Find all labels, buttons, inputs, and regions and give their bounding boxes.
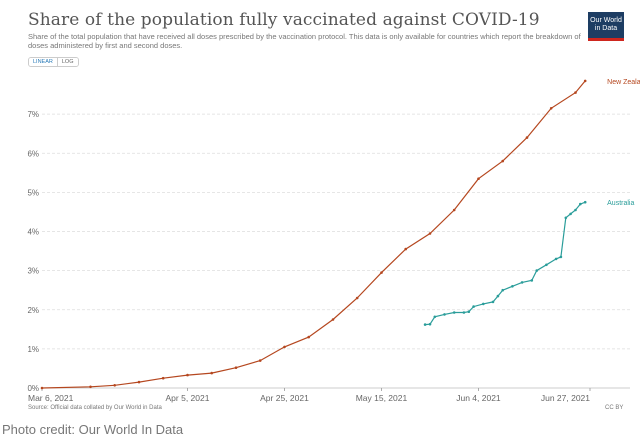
owid-logo[interactable]: Our World in Data (588, 12, 624, 41)
chart-title: Share of the population fully vaccinated… (28, 10, 540, 30)
data-point (520, 281, 524, 284)
data-point (258, 359, 262, 362)
data-point (452, 311, 456, 314)
data-point (283, 345, 286, 349)
x-tick-label: Jun 4, 2021 (456, 393, 501, 403)
photo-credit: Photo credit: Our World In Data (2, 422, 184, 437)
data-point (472, 305, 475, 308)
data-point (535, 269, 538, 272)
series-line-australia (425, 201, 586, 326)
chart-subtitle: Share of the total population that have … (28, 32, 581, 50)
data-point (545, 263, 548, 267)
data-point (433, 315, 437, 319)
x-tick-label: Jun 27, 2021 (541, 393, 590, 403)
series-label: New Zealand (607, 79, 640, 86)
data-point (428, 322, 432, 326)
data-point (501, 159, 505, 163)
data-point (525, 136, 529, 139)
series-line-new-zealand (41, 80, 586, 389)
y-tick-label: 1% (27, 345, 39, 354)
series-layer: New Zealand Australia (40, 79, 640, 390)
data-point (583, 79, 587, 83)
data-point (443, 313, 446, 316)
data-point (496, 294, 500, 298)
data-point (467, 310, 471, 314)
data-point (491, 300, 495, 304)
y-tick-label: 2% (27, 306, 39, 315)
x-tick-label: Mar 6, 2021 (28, 393, 74, 403)
x-tick-label: Apr 5, 2021 (166, 393, 210, 403)
data-point (569, 212, 572, 216)
data-point (404, 247, 408, 251)
data-point (530, 279, 534, 282)
y-tick-label: 5% (27, 188, 39, 197)
y-tick-label: 4% (27, 228, 39, 237)
y-tick-label: 0% (27, 384, 39, 393)
data-point (501, 288, 505, 292)
data-point (307, 335, 311, 339)
data-point (428, 232, 432, 235)
data-point (234, 366, 238, 370)
data-point (161, 376, 165, 380)
linear-scale-button[interactable]: LINEAR (29, 58, 58, 66)
data-point (137, 380, 141, 384)
data-point (583, 200, 587, 204)
data-point (477, 177, 480, 180)
x-tick-label: May 15, 2021 (356, 393, 408, 403)
data-point (40, 386, 44, 390)
data-point (462, 311, 466, 314)
license-link[interactable]: CC BY (605, 405, 624, 411)
data-point (554, 257, 558, 261)
y-tick-label: 6% (27, 149, 39, 158)
data-point (186, 373, 189, 377)
data-point (452, 208, 456, 212)
data-point (89, 385, 92, 389)
y-tick-label: 3% (27, 267, 39, 276)
log-scale-button[interactable]: LOG (57, 58, 78, 66)
axis-layer: 0% 1% 2% 3% 4% 5% 6% 7% Mar 6, 2021 Apr 5, 2021 Ap… (27, 110, 591, 403)
x-tick-label: Apr 25, 2021 (260, 393, 309, 403)
data-point (482, 302, 485, 306)
scale-toggle: LINEAR LOG (28, 57, 79, 67)
data-point (574, 208, 577, 212)
data-point (423, 323, 427, 326)
y-tick-label: 7% (27, 110, 39, 119)
source-note: Source: Official data collated by Our Wo… (28, 405, 162, 411)
data-point (331, 318, 335, 321)
data-point (559, 255, 563, 259)
series-label: Australia (607, 200, 634, 207)
data-point (210, 371, 213, 375)
grid-layer (42, 113, 630, 389)
data-point (564, 216, 568, 220)
data-point (355, 296, 359, 300)
data-point (511, 285, 514, 288)
data-point (380, 271, 383, 274)
data-point (549, 107, 553, 110)
data-point (574, 91, 577, 94)
data-point (113, 384, 116, 387)
data-point (579, 202, 582, 206)
